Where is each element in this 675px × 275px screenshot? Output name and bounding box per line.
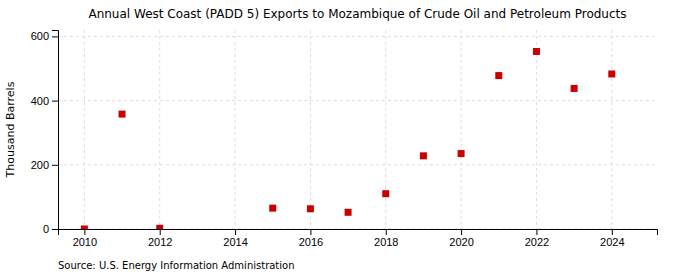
- grid-line-x: [310, 30, 311, 229]
- x-axis-tick: 2010: [73, 229, 97, 248]
- grid-line-y: [58, 36, 657, 37]
- point: [495, 72, 502, 79]
- chart-container: 2010 2012 2014 2016 2018 2020 2022 2024 0 200 400 6…: [0, 0, 675, 275]
- point: [458, 150, 465, 157]
- y-axis-tick: 200: [31, 159, 58, 171]
- grid-line-x: [536, 30, 537, 229]
- y-axis-tick: 400: [31, 95, 58, 107]
- point: [345, 209, 352, 216]
- x-axis: 2010 2012 2014 2016 2018 2020 2022 2024: [59, 229, 658, 248]
- x-axis-tick: 2012: [148, 229, 172, 248]
- y-axis-tick-mark: [52, 229, 58, 230]
- grid-line-x: [385, 30, 386, 229]
- y-axis-domain: [52, 31, 59, 230]
- x-axis-tick-mark: [536, 229, 537, 235]
- y-axis-tick-mark: [52, 165, 58, 166]
- point: [533, 48, 540, 55]
- x-axis-tick: 2014: [223, 229, 247, 248]
- x-axis-tick-mark: [160, 229, 161, 235]
- x-axis-tick: 2024: [600, 229, 624, 248]
- x-axis-tick-mark: [310, 229, 311, 235]
- x-axis-tick-mark: [386, 229, 387, 235]
- point: [571, 85, 578, 92]
- x-axis-tick-label: 2024: [600, 236, 624, 248]
- x-axis-tick-label: 2018: [374, 236, 398, 248]
- x-axis-tick-label: 2020: [449, 236, 473, 248]
- y-axis-tick-label: 600: [31, 30, 49, 42]
- y-axis-tick-label: 200: [31, 159, 49, 171]
- point: [81, 226, 88, 230]
- y-axis-tick-mark: [52, 36, 58, 37]
- grid-line-x: [84, 30, 85, 229]
- x-axis-tick: 2022: [525, 229, 549, 248]
- chart-svg: 2010 2012 2014 2016 2018 2020 2022 2024 0 200 400 6…: [0, 0, 675, 275]
- x-axis-tick-label: 2014: [223, 236, 247, 248]
- grid-line-x: [235, 30, 236, 229]
- x-axis-tick-mark: [235, 229, 236, 235]
- point: [156, 225, 163, 229]
- grid-line-x: [159, 30, 160, 229]
- x-axis-tick-mark: [84, 229, 85, 235]
- grid: [58, 30, 657, 229]
- source-note: Source: U.S. Energy Information Administ…: [58, 260, 295, 271]
- point: [269, 205, 276, 212]
- point: [307, 205, 314, 212]
- point: [119, 111, 126, 118]
- y-axis: 0 200 400 600: [31, 30, 59, 235]
- points: [81, 48, 615, 229]
- title: Annual West Coast (PADD 5) Exports to Mo…: [88, 7, 626, 21]
- point: [382, 190, 389, 197]
- x-axis-tick: 2018: [374, 229, 398, 248]
- x-axis-tick-label: 2022: [525, 236, 549, 248]
- grid-line-y: [58, 100, 657, 101]
- point: [420, 152, 427, 159]
- grid-line-x: [461, 30, 462, 229]
- y-axis-tick: 600: [31, 30, 58, 42]
- x-axis-tick-label: 2016: [299, 236, 323, 248]
- y-axis-tick-mark: [52, 101, 58, 102]
- grid-line-y: [58, 164, 657, 165]
- y-axis-tick: 0: [43, 223, 58, 235]
- x-axis-tick-label: 2010: [73, 236, 97, 248]
- x-axis-tick-mark: [612, 229, 613, 235]
- y-axis-tick-label: 400: [31, 95, 49, 107]
- grid-line-x: [611, 30, 612, 229]
- x-axis-tick-label: 2012: [148, 236, 172, 248]
- x-axis-tick-mark: [461, 229, 462, 235]
- x-axis-tick: 2016: [299, 229, 323, 248]
- x-axis-tick: 2020: [449, 229, 473, 248]
- x-axis-domain: [59, 230, 658, 236]
- y-axis-label: Thousand Barrels: [4, 81, 17, 178]
- plot-area: 2010 2012 2014 2016 2018 2020 2022 2024 0 200 400 6…: [31, 30, 658, 248]
- point: [608, 70, 615, 77]
- y-axis-tick-label: 0: [43, 223, 49, 235]
